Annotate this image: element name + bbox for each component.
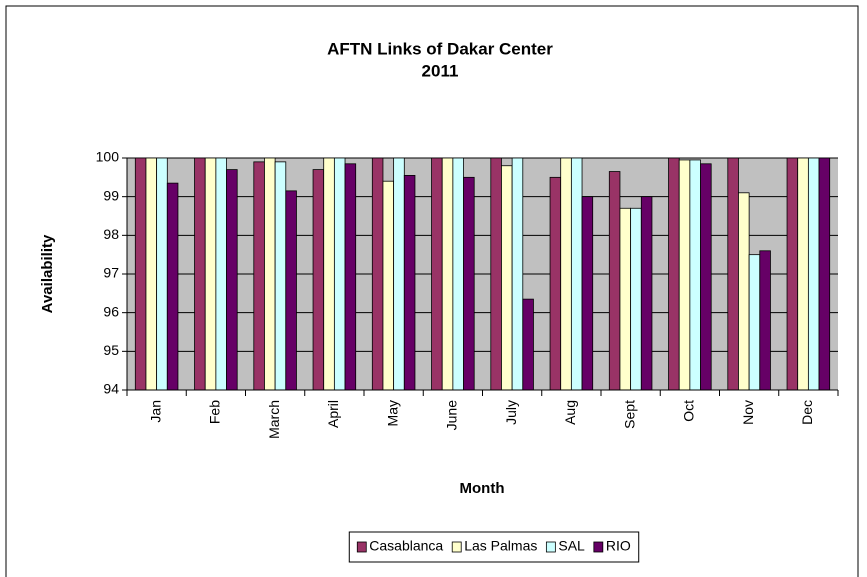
x-tick-label: Dec	[799, 400, 815, 425]
bar	[403, 174, 416, 391]
bar	[689, 159, 701, 391]
bar	[194, 157, 206, 391]
bar	[371, 157, 384, 391]
bar	[797, 157, 809, 391]
bar	[323, 157, 335, 391]
bar	[382, 180, 395, 391]
bar	[522, 298, 534, 391]
bar	[640, 196, 653, 391]
legend-label: Casablanca	[369, 538, 443, 554]
bar	[678, 159, 691, 391]
bar	[619, 207, 632, 391]
legend-label: Las Palmas	[464, 538, 537, 554]
x-tick-label: Feb	[207, 400, 223, 424]
bar	[727, 157, 739, 391]
bar	[215, 157, 227, 391]
y-tick-label: 97	[103, 265, 119, 281]
bar	[393, 157, 405, 391]
bar	[549, 176, 562, 391]
x-tick-label: July	[503, 400, 519, 425]
bar	[759, 250, 771, 391]
bar	[818, 157, 831, 391]
y-tick-label: 100	[96, 149, 120, 165]
y-tick-label: 94	[103, 381, 119, 397]
x-tick-label: March	[266, 400, 282, 439]
bar	[560, 157, 572, 391]
x-tick-label: Nov	[740, 400, 756, 425]
bar	[441, 157, 454, 391]
bar	[738, 192, 750, 391]
bar	[226, 169, 238, 391]
bar	[501, 165, 513, 391]
bar	[274, 161, 287, 391]
bar	[668, 157, 680, 391]
y-axis-title: Availability	[39, 234, 56, 313]
bar	[511, 157, 524, 391]
legend-box	[348, 531, 640, 563]
y-tick-label: 96	[103, 303, 119, 319]
bar	[166, 182, 179, 391]
bar	[312, 169, 325, 391]
bar	[431, 157, 443, 391]
bar	[748, 254, 761, 391]
bar	[264, 157, 276, 391]
bar	[344, 163, 357, 391]
chart-subtitle: 2011	[422, 61, 459, 80]
y-tick-label: 95	[103, 342, 119, 358]
bar	[570, 157, 583, 391]
bar	[807, 157, 820, 391]
legend-swatch	[593, 541, 604, 553]
x-tick-label: Oct	[681, 400, 697, 422]
bar	[608, 171, 621, 391]
x-axis-title: Month	[460, 480, 505, 497]
bar	[145, 157, 158, 391]
x-tick-label: June	[444, 400, 460, 431]
legend-swatch	[356, 541, 367, 553]
bar	[253, 161, 265, 391]
legend-label: SAL	[558, 538, 585, 554]
bar	[490, 157, 502, 391]
x-tick-label: Sept	[621, 400, 637, 429]
legend: Casablanca Las Palmas SAL RIO	[348, 531, 640, 563]
y-tick-label: 98	[103, 226, 119, 242]
x-tick-label: April	[325, 400, 341, 428]
bar	[285, 190, 297, 391]
legend-swatch	[451, 541, 462, 553]
bar	[463, 176, 475, 391]
legend-swatch	[545, 541, 556, 553]
chart-title: AFTN Links of Dakar Center	[327, 39, 553, 58]
x-tick-label: May	[384, 400, 400, 426]
bar	[786, 157, 799, 391]
bar	[700, 163, 712, 391]
bar	[333, 157, 346, 391]
bar	[630, 207, 642, 391]
legend-label: RIO	[606, 538, 631, 554]
x-tick-label: Aug	[562, 400, 578, 425]
y-tick-label: 99	[103, 187, 119, 203]
bar	[581, 196, 594, 391]
bar	[204, 157, 217, 391]
bar	[452, 157, 464, 391]
bar	[134, 157, 147, 391]
x-tick-label: Jan	[147, 400, 163, 423]
bar	[156, 157, 168, 391]
